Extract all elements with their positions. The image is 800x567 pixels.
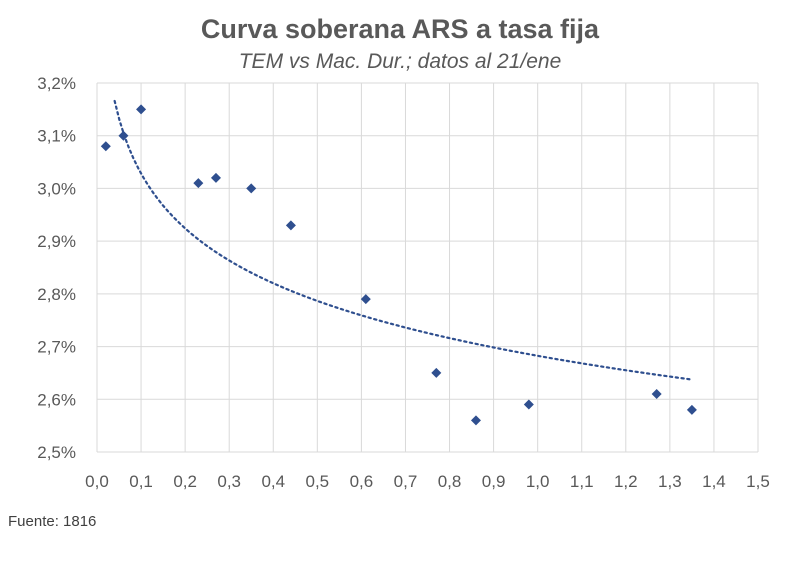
x-tick-label: 1,1 (570, 472, 594, 491)
x-tick-label: 0,0 (85, 472, 109, 491)
y-tick-label: 2,8% (37, 285, 76, 304)
data-point (523, 399, 534, 410)
y-tick-label: 3,0% (37, 179, 76, 198)
x-tick-label: 0,5 (306, 472, 330, 491)
x-tick-label: 1,2 (614, 472, 638, 491)
y-tick-label: 2,7% (37, 338, 76, 357)
data-point (100, 141, 111, 152)
x-tick-label: 0,2 (173, 472, 197, 491)
x-tick-label: 1,3 (658, 472, 682, 491)
data-point (360, 294, 371, 305)
data-point (118, 130, 129, 141)
y-tick-label: 3,1% (37, 127, 76, 146)
y-tick-label: 2,9% (37, 232, 76, 251)
x-tick-label: 0,1 (129, 472, 153, 491)
x-tick-label: 1,0 (526, 472, 550, 491)
y-axis-ticks: 2,5% 2,6% 2,7% 2,8% 2,9% 3,0% 3,1% 3,2% (37, 74, 76, 462)
grid (96, 82, 759, 453)
y-tick-label: 3,2% (37, 74, 76, 93)
data-point (431, 367, 442, 378)
data-point (686, 404, 697, 415)
data-point (193, 178, 204, 189)
x-tick-label: 0,3 (217, 472, 241, 491)
data-point (136, 104, 147, 115)
source-note: Fuente: 1816 (8, 513, 97, 530)
y-tick-label: 2,6% (37, 390, 76, 409)
data-point (651, 389, 662, 400)
y-tick-label: 2,5% (37, 443, 76, 462)
trendline-layer (113, 99, 693, 381)
trendline (113, 99, 693, 381)
x-tick-label: 0,8 (438, 472, 462, 491)
x-tick-label: 0,9 (482, 472, 506, 491)
chart-subtitle: TEM vs Mac. Dur.; datos al 21/ene (238, 50, 562, 73)
data-point (210, 172, 221, 183)
data-point (246, 183, 257, 194)
x-tick-label: 0,7 (394, 472, 418, 491)
data-point (470, 415, 481, 426)
x-axis-ticks: 0,0 0,1 0,2 0,3 0,4 0,5 0,6 0,7 0,8 0,9 1,0 1,1 1,2 1… (85, 472, 770, 491)
x-tick-label: 1,4 (702, 472, 726, 491)
x-tick-label: 0,4 (261, 472, 285, 491)
data-point (285, 220, 296, 231)
x-tick-label: 0,6 (350, 472, 374, 491)
x-tick-label: 1,5 (746, 472, 770, 491)
chart-title: Curva soberana ARS a tasa fija (200, 14, 600, 44)
data-points (100, 104, 697, 426)
